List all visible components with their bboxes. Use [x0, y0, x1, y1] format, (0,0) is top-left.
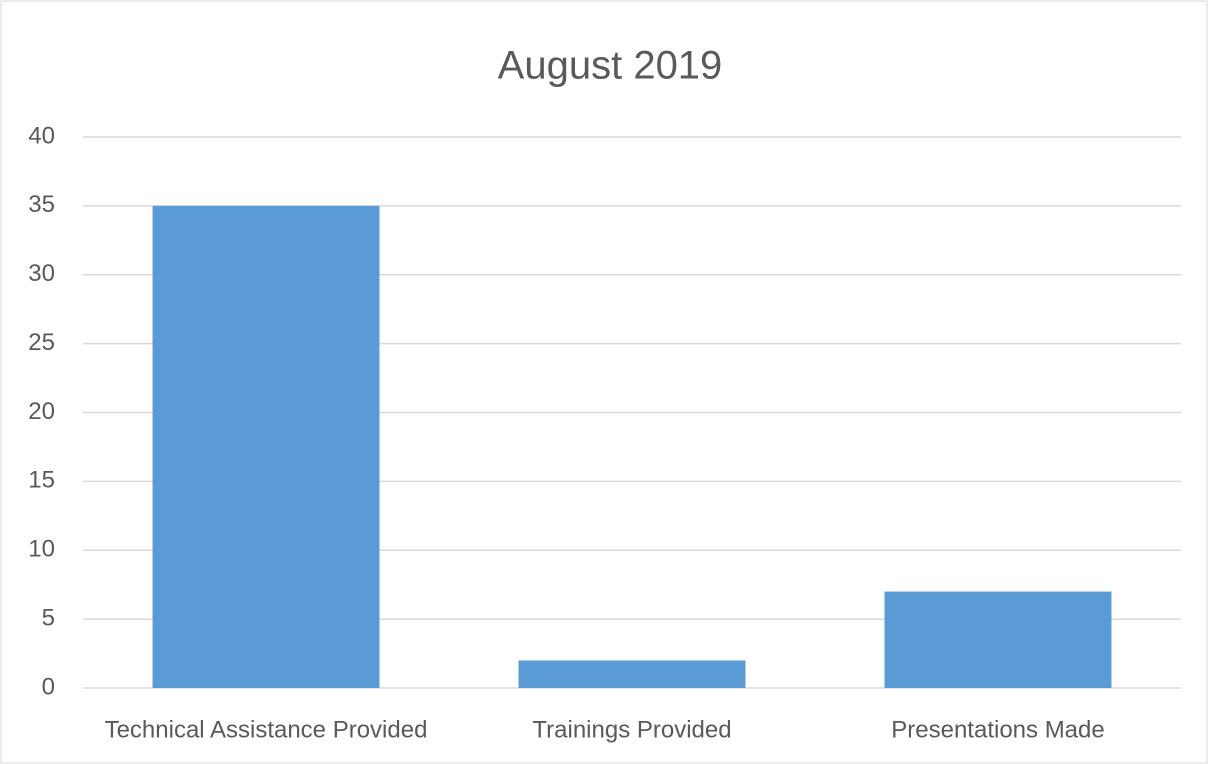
bar [884, 591, 1112, 688]
x-tick-label: Trainings Provided [532, 716, 731, 743]
bar [152, 205, 380, 688]
y-tick-label: 25 [28, 329, 55, 356]
y-tick-label: 10 [28, 536, 55, 563]
y-tick-label: 5 [42, 604, 55, 631]
bar [518, 660, 746, 688]
y-tick-label: 20 [28, 398, 55, 425]
y-tick-label: 35 [28, 191, 55, 218]
y-tick-label: 30 [28, 260, 55, 287]
y-tick-label: 40 [28, 122, 55, 149]
x-tick-label: Presentations Made [891, 716, 1104, 743]
x-tick-label: Technical Assistance Provided [105, 716, 428, 743]
y-tick-label: 15 [28, 467, 55, 494]
chart-title: August 2019 [498, 44, 723, 88]
y-tick-label: 0 [42, 673, 55, 700]
